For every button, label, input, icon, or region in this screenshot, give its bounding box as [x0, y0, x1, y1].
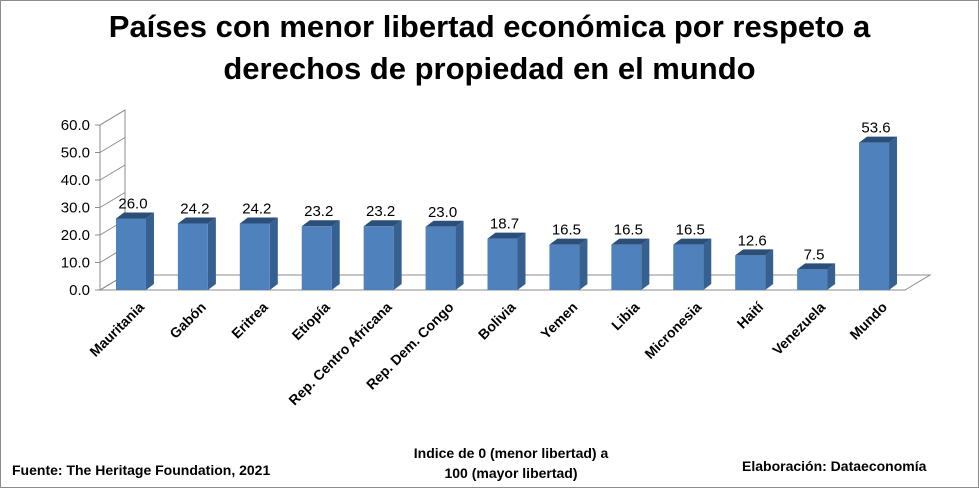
- x-tick-label: Micronesia: [641, 299, 704, 362]
- bar-side: [703, 238, 712, 290]
- bar: [797, 269, 828, 290]
- bar: [301, 226, 332, 290]
- x-tick-label: Bolivia: [475, 299, 519, 343]
- data-label: 16.5: [552, 222, 581, 239]
- bar: [859, 142, 890, 290]
- bar-side: [827, 263, 836, 290]
- bar-side: [331, 220, 340, 290]
- bar-side: [269, 217, 278, 290]
- data-label: 7.5: [804, 246, 825, 263]
- bar-side: [765, 249, 774, 290]
- bar: [177, 223, 208, 290]
- y-tick-depth: [99, 192, 126, 208]
- x-tick-label: Etiopía: [289, 299, 333, 343]
- y-tick-label: 0.0: [69, 282, 90, 299]
- data-label: 53.6: [861, 120, 890, 137]
- bar: [363, 226, 394, 290]
- y-tick-depth: [99, 164, 126, 181]
- bar-top: [797, 263, 836, 270]
- y-tick-label: 50.0: [61, 145, 90, 162]
- bar-top: [363, 220, 402, 227]
- x-tick-label: Venezuela: [769, 299, 828, 358]
- data-label: 23.2: [304, 203, 333, 220]
- bar-top: [487, 232, 526, 239]
- bar-side: [455, 220, 464, 290]
- bar: [673, 244, 704, 290]
- bar-side: [145, 212, 154, 290]
- bar-side: [207, 217, 216, 290]
- y-tick-label: 10.0: [61, 255, 90, 272]
- chart-title-line-2: derechos de propiedad en el mundo: [223, 51, 756, 86]
- data-label: 16.5: [614, 222, 643, 239]
- bar-top: [673, 238, 712, 245]
- x-tick-label: Yemen: [537, 299, 580, 342]
- index-note-line-2: 100 (mayor libertad): [444, 465, 578, 481]
- bar-side: [517, 232, 526, 290]
- bar-top: [301, 220, 340, 227]
- data-label: 16.5: [676, 222, 705, 239]
- bar-side: [641, 238, 650, 290]
- bar-top: [425, 220, 464, 227]
- bar: [611, 244, 642, 290]
- bar-top: [549, 238, 588, 245]
- bar: [487, 238, 518, 290]
- y-tick-label: 60.0: [61, 117, 90, 134]
- y-tick-label: 40.0: [61, 172, 90, 189]
- x-tick-label: Mundo: [846, 299, 890, 343]
- bar-top: [611, 238, 650, 245]
- x-tick-label: Gabón: [166, 299, 209, 342]
- x-tick-label: Haití: [734, 298, 768, 332]
- data-label: 24.2: [180, 200, 209, 217]
- bar-top: [177, 217, 216, 224]
- bar-side: [393, 220, 402, 290]
- bar-side: [579, 238, 588, 290]
- data-label: 24.2: [242, 200, 271, 217]
- x-tick-label: Rep. Centro Africana: [285, 299, 395, 409]
- data-label: 23.2: [366, 203, 395, 220]
- x-tick-label: Eritrea: [228, 299, 271, 342]
- bar: [239, 223, 270, 290]
- bar: [549, 244, 580, 290]
- bar-top: [239, 217, 278, 224]
- index-note: Indice de 0 (menor libertad) a 100 (mayo…: [386, 443, 636, 483]
- bar-top: [735, 249, 774, 256]
- y-tick-label: 30.0: [61, 200, 90, 217]
- source-note: Fuente: The Heritage Foundation, 2021: [12, 462, 271, 478]
- bar-top: [115, 212, 154, 219]
- y-tick-depth: [99, 109, 126, 126]
- y-tick-label: 20.0: [61, 227, 90, 244]
- bar: [115, 218, 146, 290]
- y-tick-depth: [99, 137, 126, 153]
- chart-title-line-1: Países con menor libertad económica por …: [108, 9, 871, 44]
- bar-top: [859, 136, 898, 143]
- bar: [735, 255, 766, 290]
- bar: [425, 226, 456, 290]
- data-label: 26.0: [118, 196, 147, 213]
- bar-side: [889, 136, 898, 290]
- chart-title: Países con menor libertad económica por …: [0, 6, 979, 90]
- data-label: 12.6: [738, 232, 767, 249]
- data-label: 23.0: [428, 204, 457, 221]
- index-note-line-1: Indice de 0 (menor libertad) a: [413, 445, 609, 461]
- x-tick-label: Libia: [608, 299, 643, 334]
- data-label: 18.7: [490, 216, 519, 233]
- x-tick-label: Mauritania: [86, 299, 147, 360]
- credit-note: Elaboración: Dataeconomía: [742, 458, 927, 474]
